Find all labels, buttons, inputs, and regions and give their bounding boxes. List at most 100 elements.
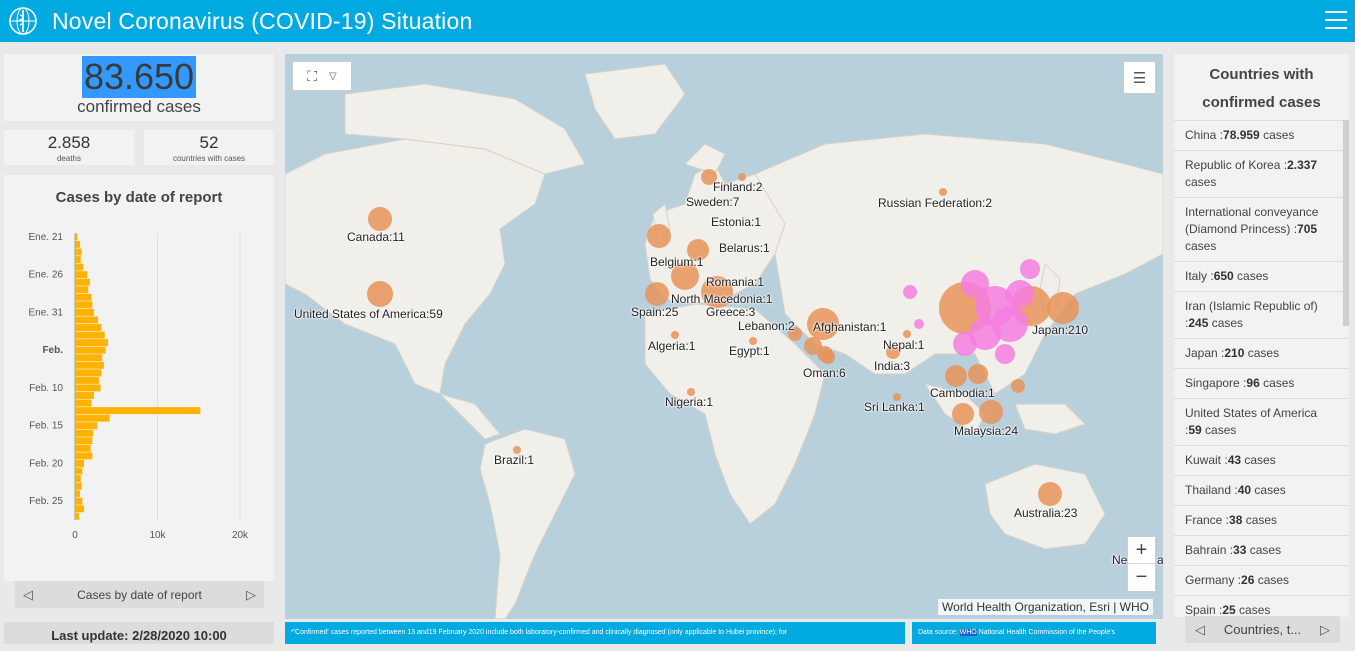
bubble-spain[interactable] [645, 282, 669, 306]
list-next-arrow-icon[interactable]: ▷ [1320, 621, 1330, 637]
bubble-nepal[interactable] [903, 330, 911, 338]
list-item[interactable]: Kuwait :43 cases [1174, 445, 1349, 475]
bubble-lebanon[interactable] [788, 327, 802, 341]
list-scrollbar[interactable] [1343, 120, 1349, 326]
bar-feb--24[interactable] [75, 490, 80, 498]
bar-feb--23[interactable] [75, 482, 82, 490]
bubble-philippines[interactable] [1011, 379, 1025, 393]
map-label-estonia: Estonia:1 [711, 215, 762, 229]
bar-feb--27[interactable] [75, 512, 80, 520]
bubble-brazil[interactable] [513, 446, 521, 454]
bar-ene--29[interactable] [75, 293, 92, 301]
country-count: 2.337 [1287, 158, 1318, 172]
bar-feb--8[interactable] [75, 369, 102, 377]
bubble-iraq[interactable] [804, 337, 822, 355]
bar-feb--10[interactable] [75, 384, 101, 392]
bar-ene--26[interactable] [75, 271, 88, 279]
bubble-malaysia[interactable] [952, 403, 974, 425]
hamburger-menu-icon[interactable] [1325, 8, 1347, 32]
bubble-cambodia[interactable] [945, 365, 967, 387]
country-count: 78.959 [1223, 128, 1260, 142]
country-name: Republic of Korea : [1185, 158, 1288, 172]
list-item[interactable]: International conveyance (Diamond Prince… [1174, 197, 1349, 261]
bar-feb--12[interactable] [75, 399, 92, 407]
bar-feb--21[interactable] [75, 467, 83, 475]
bubbles-china[interactable] [903, 259, 1040, 364]
bar-feb--25[interactable] [75, 497, 83, 505]
bar-feb--26[interactable] [75, 505, 85, 513]
bar-feb--14[interactable] [75, 414, 110, 422]
bar-ene--21[interactable] [75, 233, 78, 241]
list-item[interactable]: Italy :650 cases [1174, 261, 1349, 291]
bar-feb--9[interactable] [75, 376, 99, 384]
chart-prev-arrow-icon[interactable]: ◁ [23, 586, 33, 602]
legend-button[interactable]: ☰ [1123, 61, 1156, 94]
select-tool-button[interactable]: ⛶ ▽ [292, 61, 352, 91]
bubble-algeria[interactable] [671, 331, 679, 339]
list-item[interactable]: Bahrain :33 cases [1174, 535, 1349, 565]
bar-feb--3[interactable] [75, 331, 105, 339]
bar-feb--4[interactable] [75, 339, 108, 347]
bar-feb--17[interactable] [75, 437, 93, 445]
chart-next-arrow-icon[interactable]: ▷ [245, 586, 256, 602]
bubble-france[interactable] [671, 262, 699, 290]
bar-ene--23[interactable] [75, 248, 82, 256]
bubble-canada[interactable] [368, 207, 392, 231]
bar-feb--11[interactable] [75, 392, 94, 399]
bubble-japan[interactable] [1047, 292, 1079, 324]
list-item[interactable]: China :78.959 cases [1174, 120, 1349, 150]
bar-ene--25[interactable] [75, 263, 84, 271]
bubble-usa[interactable] [367, 281, 393, 307]
zoom-out-button[interactable]: − [1135, 566, 1148, 588]
bar-ene--28[interactable] [75, 286, 89, 294]
bar-ene--31[interactable] [75, 308, 94, 316]
bar-feb--20[interactable] [75, 459, 85, 467]
bar-feb--15[interactable] [75, 422, 98, 430]
list-item[interactable]: Singapore :96 cases [1174, 368, 1349, 398]
bar-feb--22[interactable] [75, 475, 81, 483]
bar-feb--1[interactable] [75, 316, 99, 324]
list-item[interactable]: France :38 cases [1174, 505, 1349, 535]
zoom-in-button[interactable]: + [1128, 537, 1155, 564]
bubble-iran[interactable] [807, 308, 839, 340]
bubble-vietnam[interactable] [968, 364, 988, 384]
bubble-australia[interactable] [1038, 482, 1062, 506]
bar-ene--30[interactable] [75, 301, 93, 309]
list-item[interactable]: Germany :26 cases [1174, 565, 1349, 595]
bar-feb--13[interactable] [75, 407, 201, 415]
bar-feb--19[interactable] [75, 452, 93, 460]
list-item[interactable]: United States of America :59 cases [1174, 398, 1349, 445]
y-tick-label: Feb. [42, 345, 63, 356]
country-count: 650 [1213, 269, 1234, 283]
list-item[interactable]: Republic of Korea :2.337 cases [1174, 150, 1349, 197]
bubble-finland[interactable] [738, 173, 746, 181]
bubble-nigeria[interactable] [687, 388, 695, 396]
bar-feb--2[interactable] [75, 324, 102, 331]
bar-feb--7[interactable] [75, 361, 104, 369]
bubble-srilanka[interactable] [893, 393, 901, 401]
world-map[interactable]: Canada:11 United States of America:59 Br… [285, 54, 1163, 619]
bubble-egypt[interactable] [749, 337, 757, 345]
bar-ene--22[interactable] [75, 240, 80, 248]
list-item[interactable]: Thailand :40 cases [1174, 475, 1349, 505]
bar-ene--24[interactable] [75, 256, 81, 264]
bar-ene--27[interactable] [75, 278, 90, 286]
bubble-italy[interactable] [701, 276, 733, 308]
bar-feb--18[interactable] [75, 444, 91, 452]
bubble-singapore[interactable] [979, 400, 1003, 424]
bar-feb--16[interactable] [75, 429, 94, 437]
bubble-sweden[interactable] [701, 169, 717, 185]
bubble-russia[interactable] [939, 188, 947, 196]
country-name: China : [1185, 128, 1224, 142]
bar-feb--6[interactable] [75, 354, 103, 362]
list-prev-arrow-icon[interactable]: ◁ [1195, 621, 1205, 637]
list-item[interactable]: Iran (Islamic Republic of) :245 cases [1174, 291, 1349, 338]
bubble-germany[interactable] [687, 239, 709, 261]
bubble-bahrain[interactable] [821, 350, 835, 364]
bubble-india[interactable] [886, 345, 900, 359]
list-item[interactable]: Spain :25 cases [1174, 595, 1349, 617]
bubble-uk[interactable] [647, 224, 671, 248]
bar-feb--5[interactable] [75, 346, 106, 354]
list-item[interactable]: Japan :210 cases [1174, 338, 1349, 368]
chart-nav-label: Cases by date of report [77, 587, 202, 602]
